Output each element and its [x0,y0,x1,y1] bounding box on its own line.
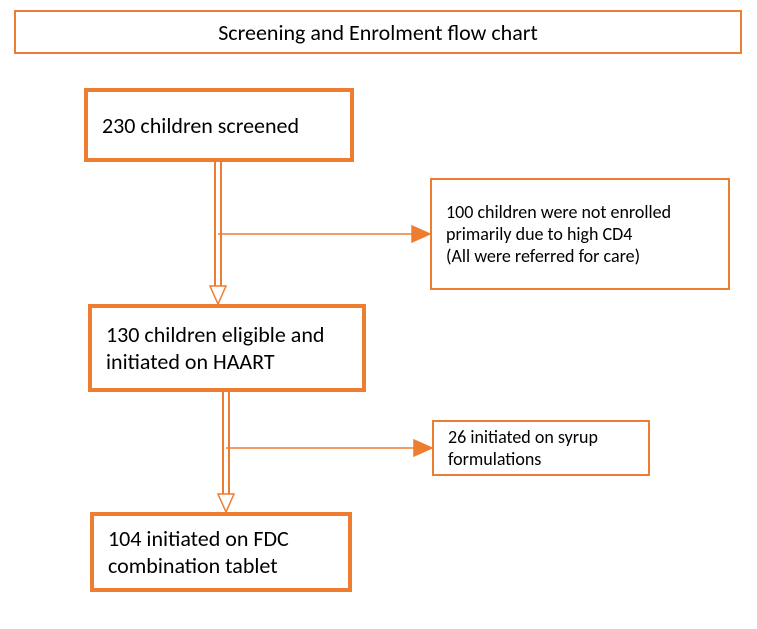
screened-text: 230 children screened [102,112,299,139]
eligible-box: 130 children eligible and initiated on H… [88,304,366,392]
title-text: Screening and Enrolment flow chart [218,19,538,46]
eligible-text: 130 children eligible and initiated on H… [106,321,348,375]
not-enrolled-text: 100 children were not enrolled primarily… [446,201,714,267]
title-box: Screening and Enrolment flow chart [14,10,742,54]
screened-box: 230 children screened [84,88,354,162]
not-enrolled-box: 100 children were not enrolled primarily… [430,178,730,290]
syrup-text: 26 initiated on syrup formulations [448,426,634,470]
syrup-box: 26 initiated on syrup formulations [432,420,650,476]
fdc-box: 104 initiated on FDC combination tablet [90,512,352,592]
fdc-text: 104 initiated on FDC combination tablet [108,525,334,579]
flowchart-canvas: Screening and Enrolment flow chart 230 c… [0,0,757,629]
